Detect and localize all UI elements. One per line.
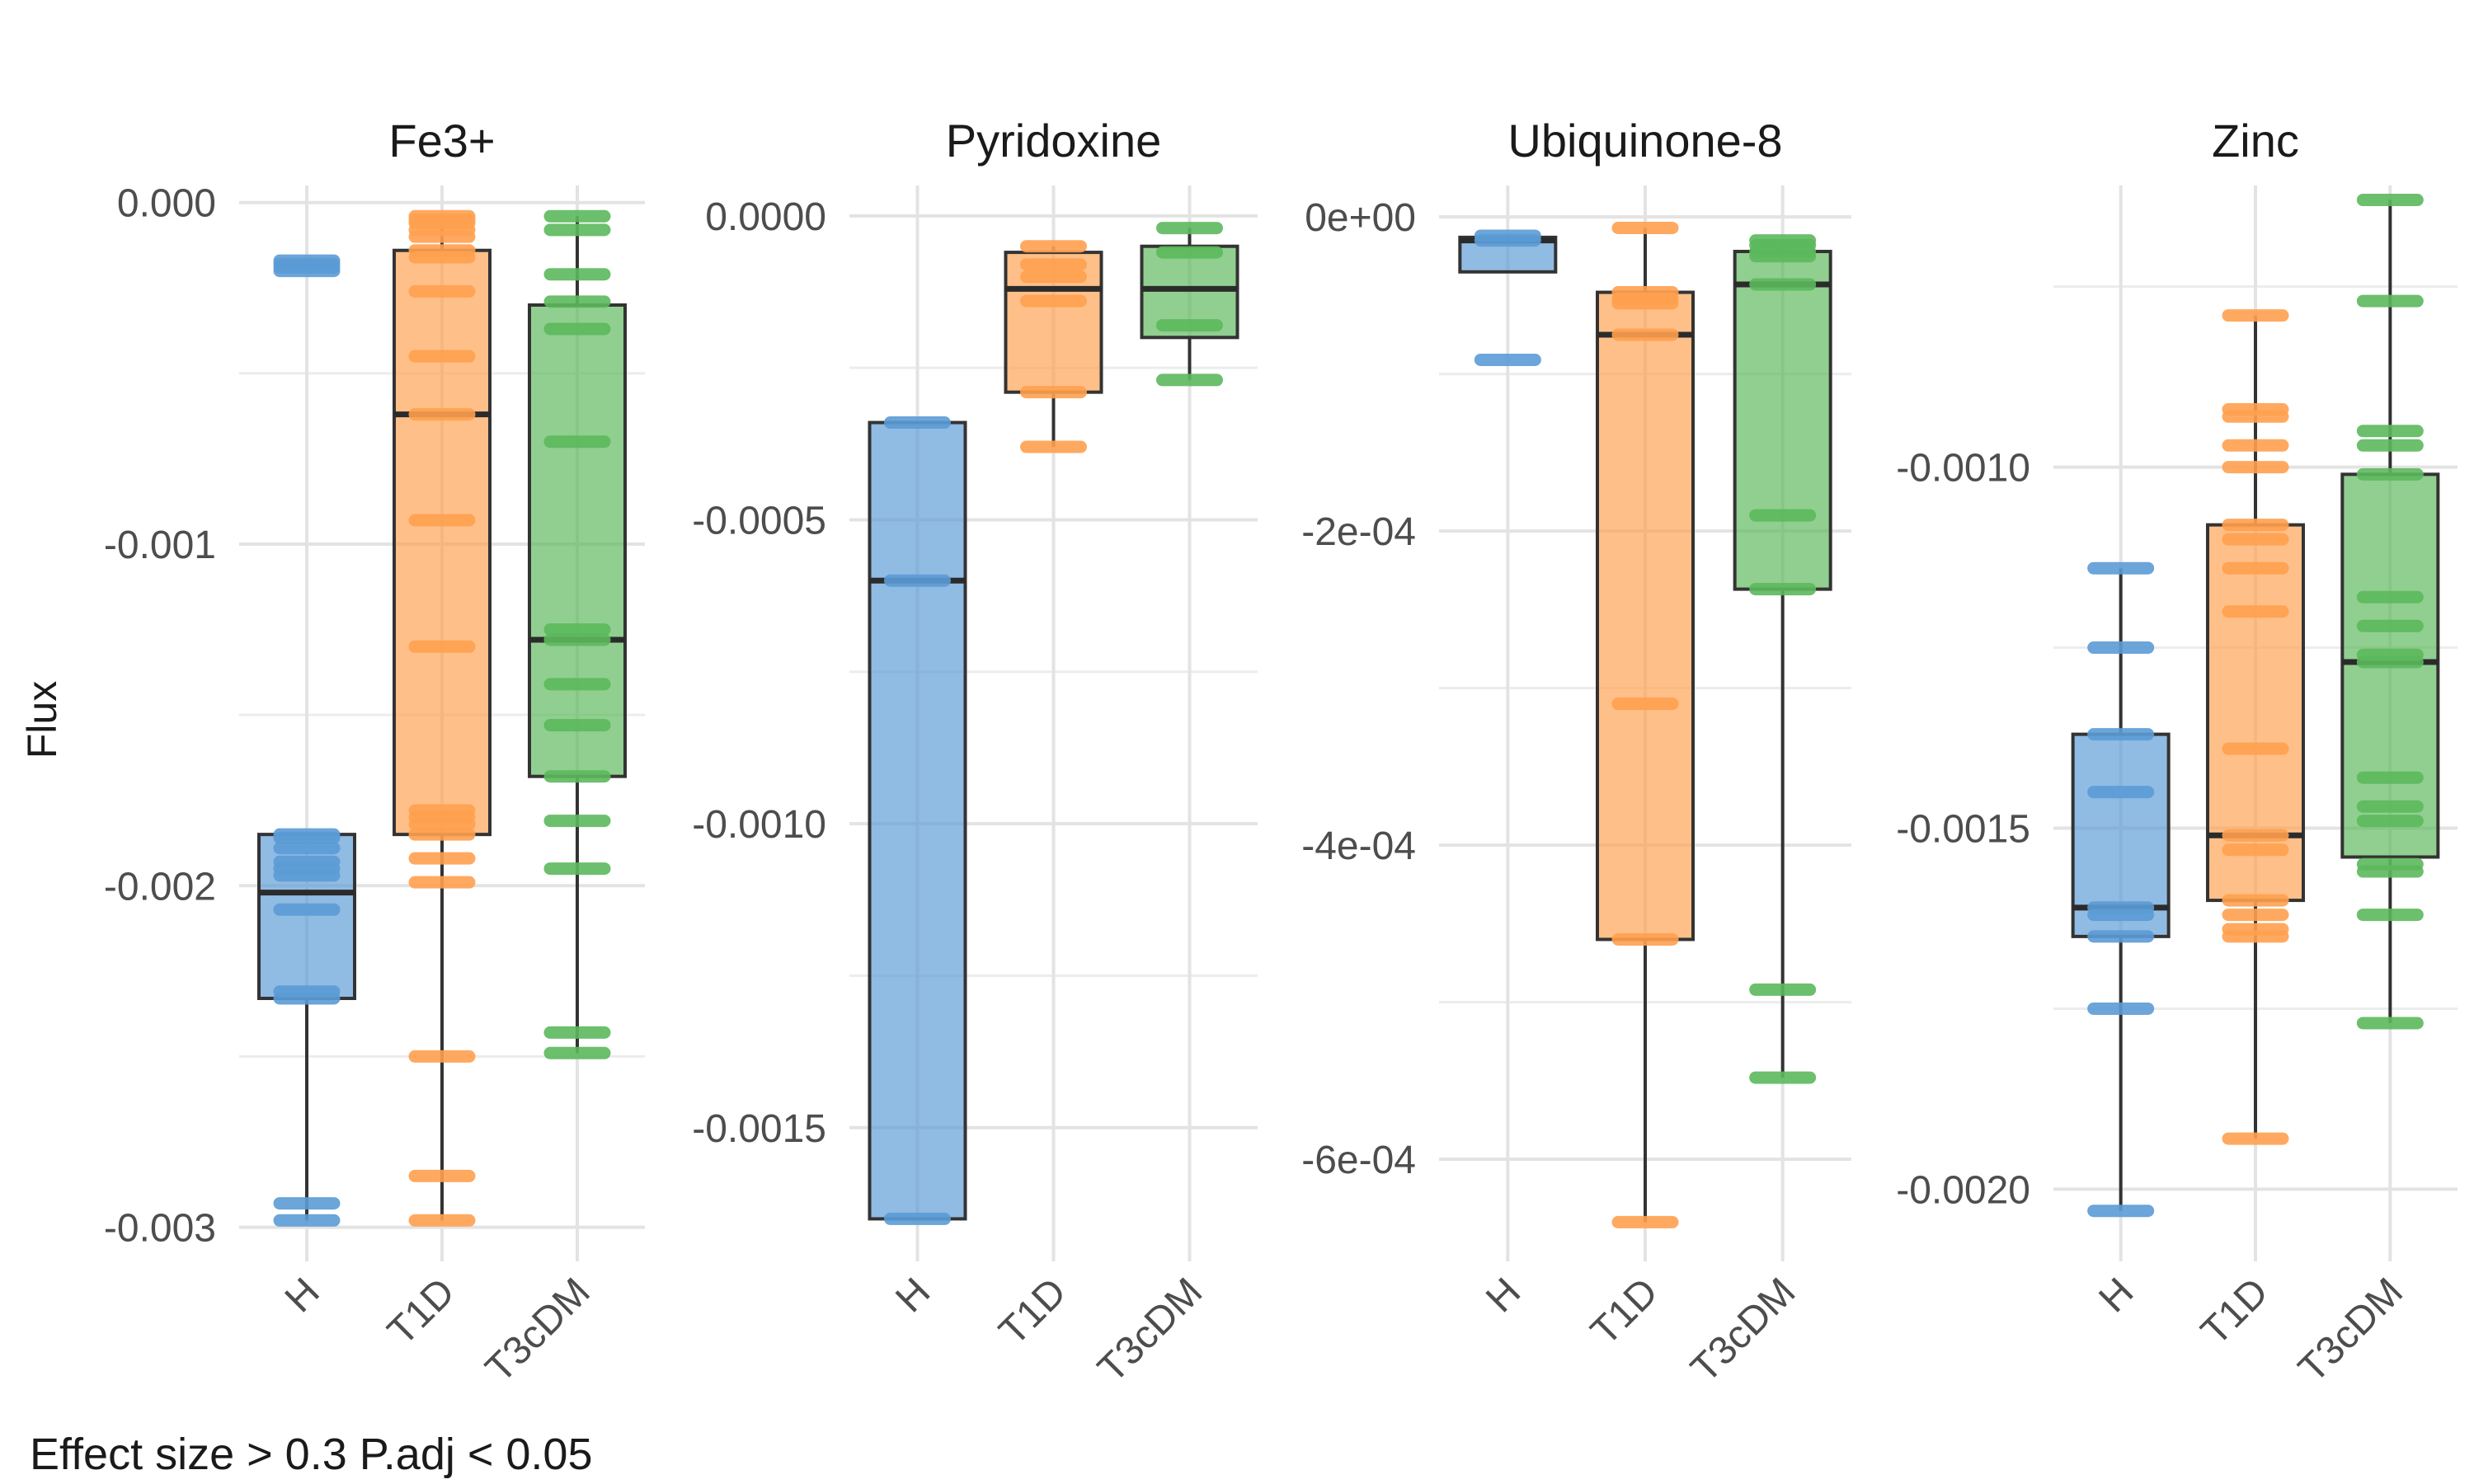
x-tick-label: T3cDM — [1683, 1270, 1804, 1391]
facet-panel-3: 0e+00 -2e-04 -4e-04 -6e-04 Ubiquinone-8 H T1D T… — [1301, 115, 1851, 1391]
chart-caption: Effect size > 0.3 P.adj < 0.05 — [30, 1430, 593, 1479]
box-T1D — [1596, 221, 1695, 1228]
facet-panel-2: 0.0000 -0.0005 -0.0010 -0.0015 Pyridoxine H T1… — [692, 115, 1258, 1391]
y-tick-label: -0.0015 — [692, 1107, 826, 1151]
box-T3cDM — [1140, 222, 1239, 387]
y-tick-label: -6e-04 — [1301, 1139, 1416, 1182]
box-T3cDM — [528, 209, 627, 1059]
x-tick-label: T3cDM — [2290, 1270, 2411, 1391]
x-tick-label: T1D — [1583, 1270, 1667, 1354]
y-tick-label: -2e-04 — [1301, 510, 1416, 554]
panel-title: Ubiquinone-8 — [1507, 115, 1782, 167]
box-H — [257, 254, 356, 1227]
box-H — [868, 416, 967, 1225]
x-tick-label: H — [887, 1270, 938, 1321]
x-tick-label: T1D — [991, 1270, 1075, 1354]
box-T1D — [2206, 309, 2305, 1145]
y-tick-label: -0.0020 — [1896, 1168, 2030, 1212]
y-tick-label: 0e+00 — [1305, 196, 1416, 240]
box-body — [528, 303, 627, 778]
box-T1D — [1004, 240, 1103, 453]
y-tick-label: -0.002 — [104, 865, 216, 909]
y-tick-label: -0.0010 — [692, 803, 826, 847]
box-T1D — [393, 209, 492, 1227]
x-tick-label: T1D — [2193, 1270, 2277, 1354]
box-body — [868, 420, 967, 1221]
panel-title: Pyridoxine — [946, 115, 1161, 167]
y-tick-label: -0.001 — [104, 524, 216, 567]
box-T3cDM — [1733, 234, 1832, 1084]
x-tick-label: H — [1478, 1270, 1529, 1321]
box-body — [1733, 250, 1832, 591]
x-tick-label: T3cDM — [1089, 1270, 1211, 1391]
x-tick-label: T1D — [379, 1270, 463, 1354]
y-tick-label: -0.0010 — [1896, 447, 2030, 491]
box-H — [2071, 561, 2171, 1218]
facet-panel-4: -0.0010 -0.0015 -0.0020 Zinc H T1D T3cDM — [1896, 115, 2458, 1391]
box-T3cDM — [2340, 194, 2440, 1030]
y-tick-label: 0.000 — [117, 182, 216, 226]
x-tick-label: H — [277, 1270, 328, 1321]
box-H — [1458, 229, 1558, 366]
x-tick-label: H — [2091, 1270, 2142, 1321]
y-tick-label: -0.0015 — [1896, 807, 2030, 851]
panel-title: Fe3+ — [388, 115, 495, 167]
x-tick-label: T3cDM — [477, 1270, 599, 1391]
box-body — [393, 248, 492, 837]
box-body — [1596, 290, 1695, 942]
y-tick-label: -4e-04 — [1301, 824, 1416, 868]
y-tick-label: -0.003 — [104, 1207, 216, 1251]
y-tick-label: -0.0005 — [692, 500, 826, 543]
panel-title: Zinc — [2212, 115, 2299, 167]
facet-panel-1: 0.000 -0.001 -0.002 -0.003 Fe3+ H T1D T3cDM — [104, 115, 645, 1391]
y-tick-label: 0.0000 — [705, 195, 826, 239]
y-axis-label: Flux — [19, 681, 65, 758]
